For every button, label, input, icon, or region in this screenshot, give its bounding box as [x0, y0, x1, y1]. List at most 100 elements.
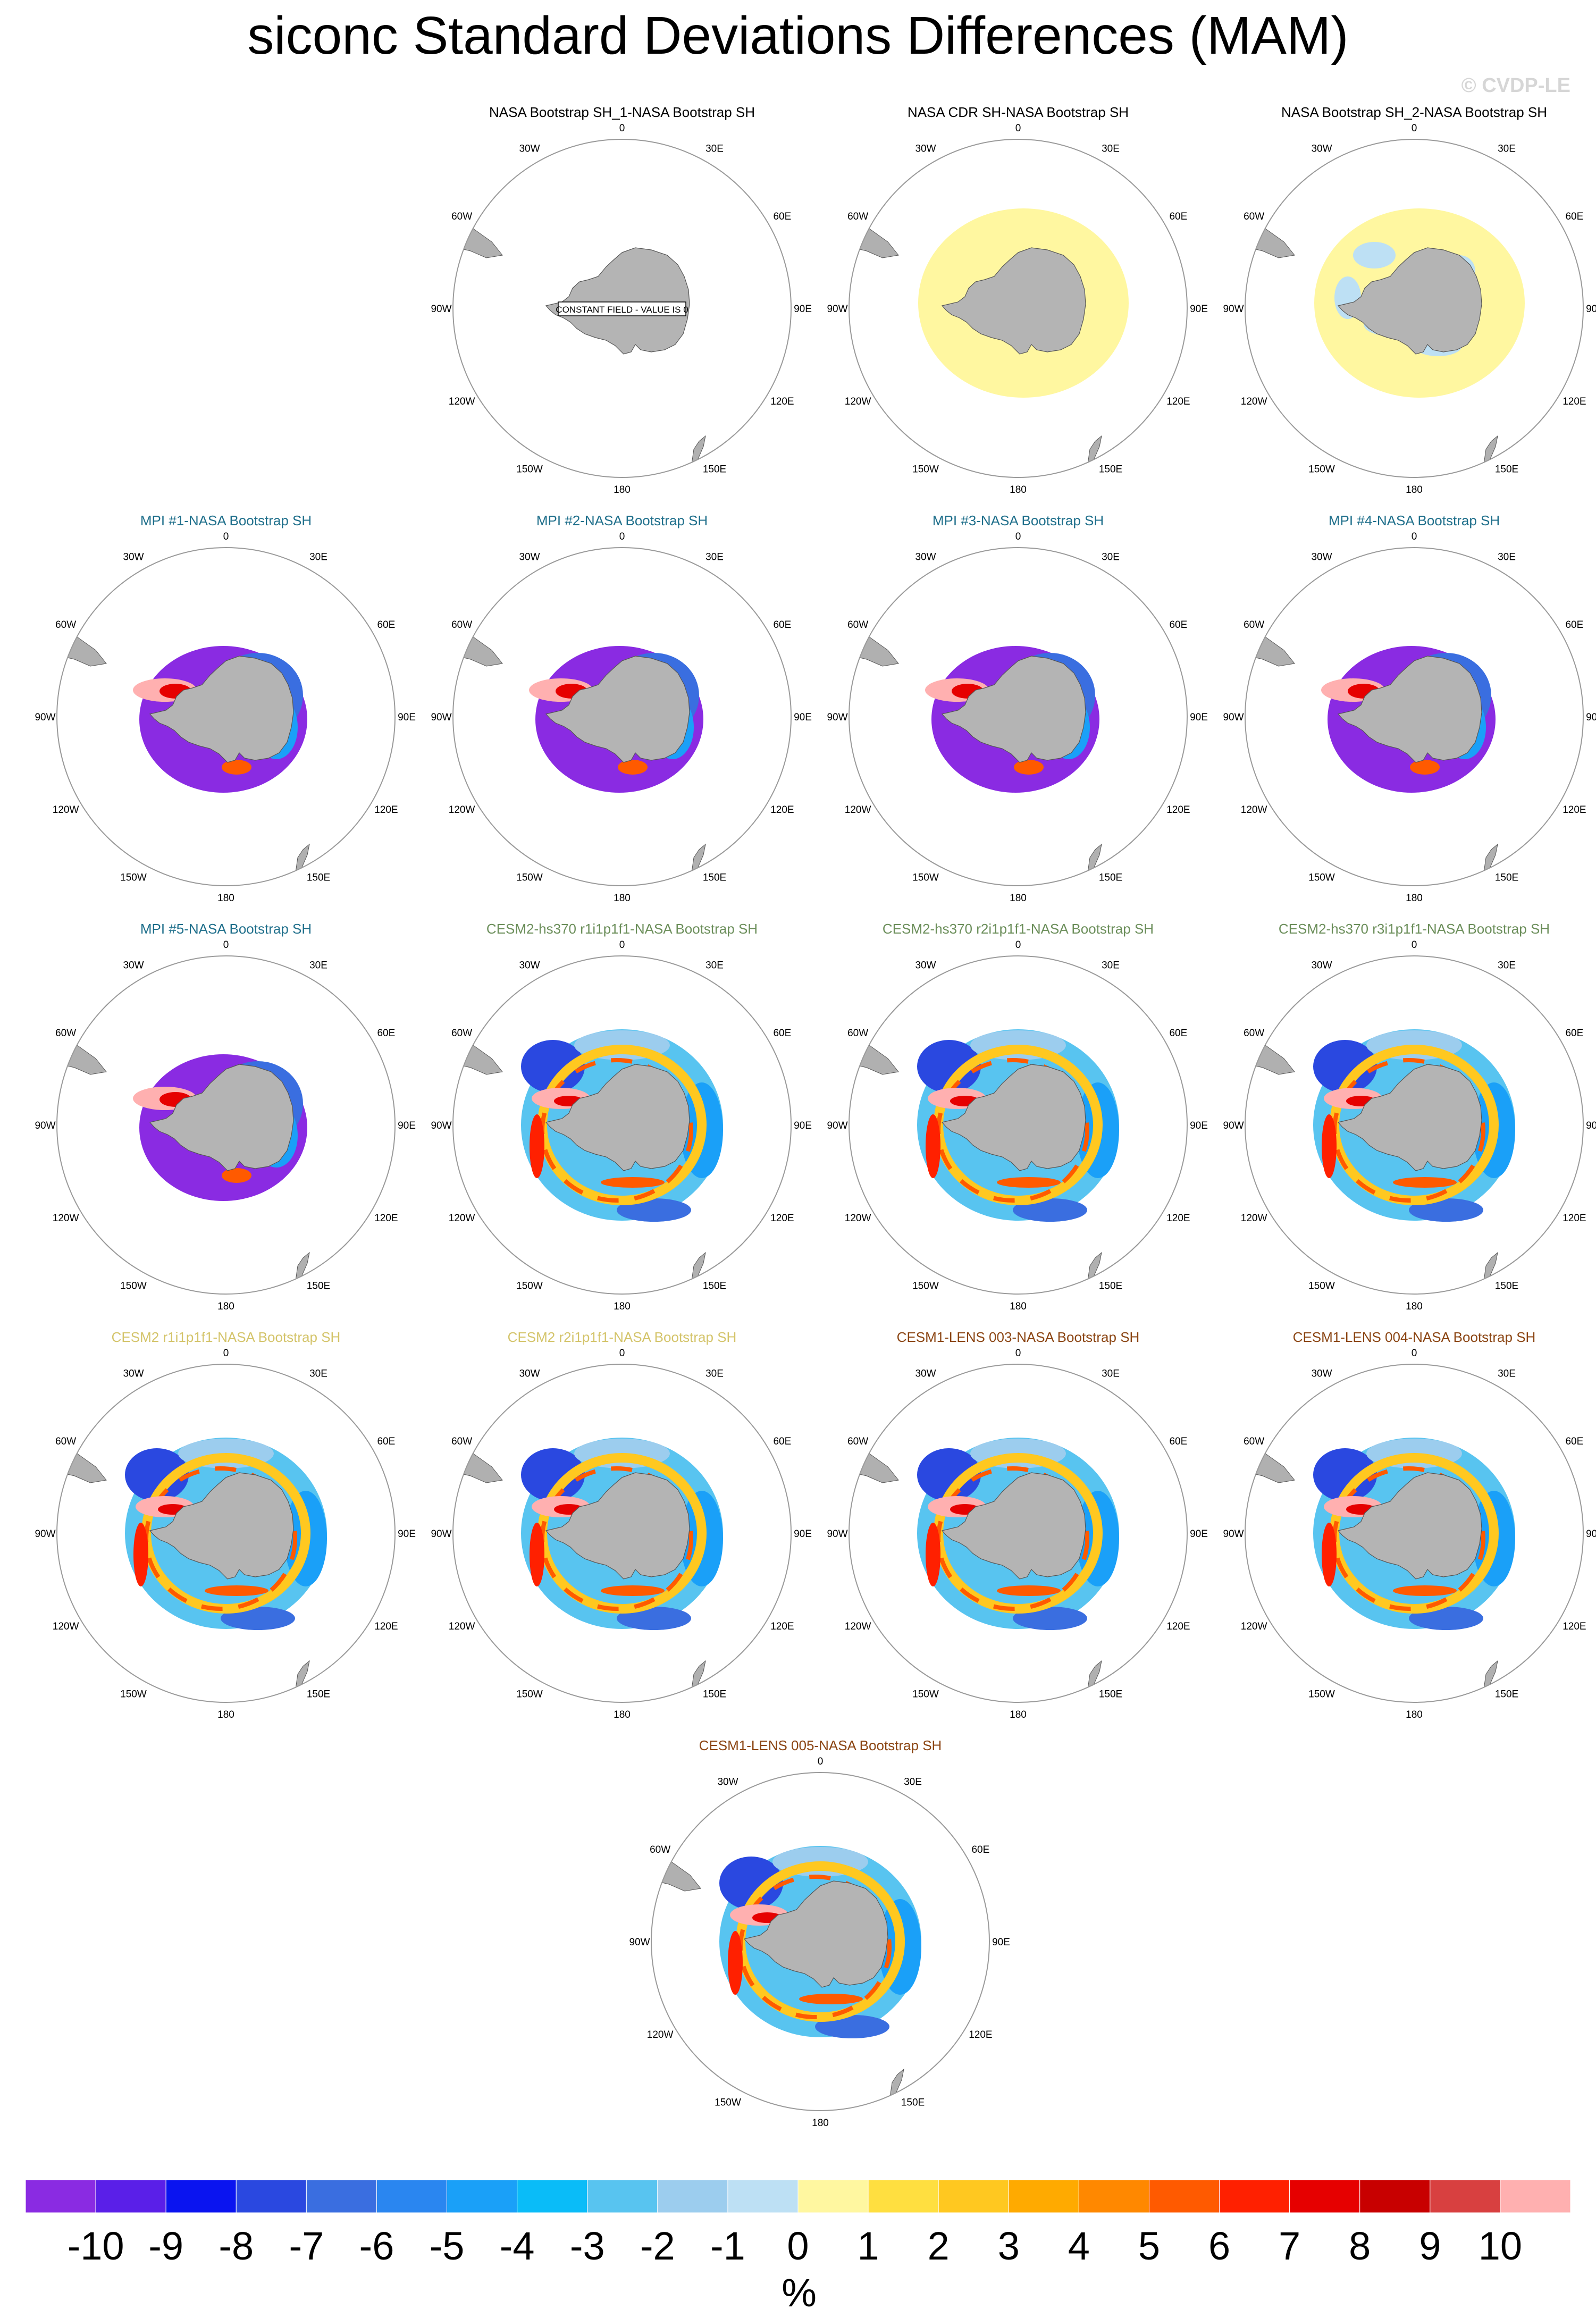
new-zealand-landmass: [691, 1660, 706, 1694]
longitude-label: 30W: [915, 144, 936, 155]
longitude-label: 30W: [717, 1777, 738, 1788]
longitude-label: 150W: [516, 1689, 543, 1700]
longitude-label: 150W: [516, 872, 543, 883]
antarctica-landmass: [149, 1472, 294, 1580]
antarctica-landmass: [545, 1064, 690, 1171]
map-boundary: [650, 1772, 990, 2111]
longitude-label: 30E: [1498, 960, 1516, 971]
new-zealand-landmass: [295, 1252, 310, 1286]
longitude-label: 150W: [912, 464, 939, 475]
new-zealand-landmass: [1087, 1660, 1102, 1694]
panel-title: CESM2-hs370 r1i1p1f1-NASA Bootstrap SH: [486, 921, 758, 937]
map-panel: CESM2-hs370 r2i1p1f1-NASA Bootstrap SH 0 3…: [819, 912, 1217, 1316]
longitude-label: 30W: [1311, 144, 1332, 155]
longitude-label: 30W: [519, 552, 540, 563]
longitude-label: 0: [1015, 1348, 1021, 1359]
map-panel: MPI #5-NASA Bootstrap SH 0 30E 60E 90E 120E 15…: [27, 912, 425, 1316]
antarctica-landmass: [941, 656, 1086, 763]
longitude-label: 180: [1010, 484, 1027, 495]
longitude-label: 0: [619, 939, 625, 951]
longitude-label: 60E: [773, 619, 791, 631]
longitude-label: 150W: [516, 464, 543, 475]
colorbar-tick-label: -7: [289, 2224, 324, 2268]
longitude-label: 0: [1412, 123, 1417, 134]
colorbar-swatch: [727, 2180, 799, 2213]
map-panel: CESM2 r2i1p1f1-NASA Bootstrap SH 0 30E 60E 9…: [423, 1321, 821, 1725]
colorbar-tick-label: -2: [640, 2224, 675, 2268]
longitude-label: 150W: [715, 2097, 741, 2108]
longitude-label: 150E: [703, 1280, 726, 1291]
colorbar-swatch: [26, 2180, 96, 2213]
longitude-label: 150W: [1308, 1280, 1335, 1291]
map-boundary: [1245, 1364, 1584, 1703]
longitude-label: 150E: [1495, 464, 1518, 475]
colorbar-tick-label: -9: [148, 2224, 183, 2268]
longitude-label: 150W: [912, 1689, 939, 1700]
longitude-label: 150W: [1308, 464, 1335, 475]
longitude-label: 150E: [1495, 1689, 1518, 1700]
longitude-label: 150E: [1099, 872, 1122, 883]
colorbar-swatch: [868, 2180, 939, 2213]
colorbar-tick-label: -3: [570, 2224, 605, 2268]
panel-title: CESM2-hs370 r2i1p1f1-NASA Bootstrap SH: [883, 921, 1154, 937]
longitude-label: 150E: [307, 1280, 330, 1291]
longitude-label: 60E: [773, 1028, 791, 1039]
longitude-label: 180: [217, 1301, 234, 1312]
longitude-label: 120E: [1563, 804, 1586, 816]
longitude-label: 120W: [1241, 1213, 1267, 1224]
map-panel: NASA Bootstrap SH_2-NASA Bootstrap SH 0 30…: [1215, 96, 1596, 500]
colorbar-unit-label: %: [782, 2271, 817, 2315]
panel-title: CESM2 r2i1p1f1-NASA Bootstrap SH: [508, 1329, 737, 1345]
longitude-label: 150W: [120, 1689, 147, 1700]
longitude-label: 150E: [307, 1689, 330, 1700]
longitude-label: 150E: [703, 464, 726, 475]
longitude-label: 60W: [1244, 619, 1264, 631]
longitude-label: 60E: [773, 1436, 791, 1447]
colorbar-tick-label: 0: [787, 2224, 809, 2268]
longitude-label: 30E: [309, 1368, 327, 1380]
longitude-label: 180: [1406, 1301, 1423, 1312]
map-panel: CESM1-LENS 003-NASA Bootstrap SH 0 30E 60E 9…: [819, 1321, 1217, 1725]
longitude-label: 120W: [449, 396, 475, 407]
longitude-label: 60W: [55, 1028, 76, 1039]
polar-map: CESM1-LENS 003-NASA Bootstrap SH 0 30E 60E 9…: [827, 1329, 1207, 1720]
longitude-label: 30W: [915, 960, 936, 971]
polar-map: MPI #2-NASA Bootstrap SH 0 30E 60E 90E 120E 15…: [431, 513, 811, 904]
polar-map: MPI #3-NASA Bootstrap SH 0 30E 60E 90E 120E 15…: [827, 513, 1207, 904]
colorbar-tick-label: 3: [998, 2224, 1020, 2268]
colorbar-tick-label: -8: [219, 2224, 254, 2268]
longitude-label: 30E: [705, 144, 724, 155]
new-zealand-landmass: [691, 1252, 706, 1286]
panel-title: NASA Bootstrap SH_1-NASA Bootstrap SH: [489, 104, 755, 120]
longitude-label: 0: [619, 1348, 625, 1359]
longitude-label: 90E: [398, 712, 416, 723]
map-boundary: [452, 1364, 792, 1703]
map-panel: CESM2 r1i1p1f1-NASA Bootstrap SH 0 30E 60E 9…: [27, 1321, 425, 1725]
longitude-label: 90E: [794, 1120, 812, 1131]
longitude-label: 120W: [845, 396, 871, 407]
map-panel: MPI #4-NASA Bootstrap SH 0 30E 60E 90E 120E 15…: [1215, 504, 1596, 908]
colorbar-tick-label: 2: [928, 2224, 950, 2268]
antarctica-landmass: [1337, 656, 1482, 763]
map-boundary: [452, 955, 792, 1295]
new-zealand-landmass: [295, 843, 310, 877]
longitude-label: 150E: [1495, 1280, 1518, 1291]
colorbar-tick-label: 5: [1138, 2224, 1160, 2268]
colorbar-tick-label: -5: [430, 2224, 465, 2268]
map-panel: CESM2-hs370 r3i1p1f1-NASA Bootstrap SH 0 3…: [1215, 912, 1596, 1316]
longitude-label: 150E: [901, 2097, 924, 2108]
longitude-label: 150W: [1308, 872, 1335, 883]
longitude-label: 60W: [1244, 1028, 1264, 1039]
map-boundary: [1245, 547, 1584, 886]
longitude-label: 0: [1412, 1348, 1417, 1359]
longitude-label: 60W: [847, 619, 868, 631]
longitude-label: 120E: [1563, 1621, 1586, 1632]
panel-title: CESM2 r1i1p1f1-NASA Bootstrap SH: [112, 1329, 341, 1345]
map-panel: CESM1-LENS 005-NASA Bootstrap SH 0 30E 60E 9…: [621, 1729, 1020, 2133]
longitude-label: 30E: [1102, 960, 1120, 971]
longitude-label: 120W: [845, 1621, 871, 1632]
antarctica-landmass: [149, 1064, 294, 1171]
colorbar-tick-label: 7: [1279, 2224, 1300, 2268]
colorbar-tick-label: 4: [1068, 2224, 1090, 2268]
longitude-label: 30E: [705, 1368, 724, 1380]
